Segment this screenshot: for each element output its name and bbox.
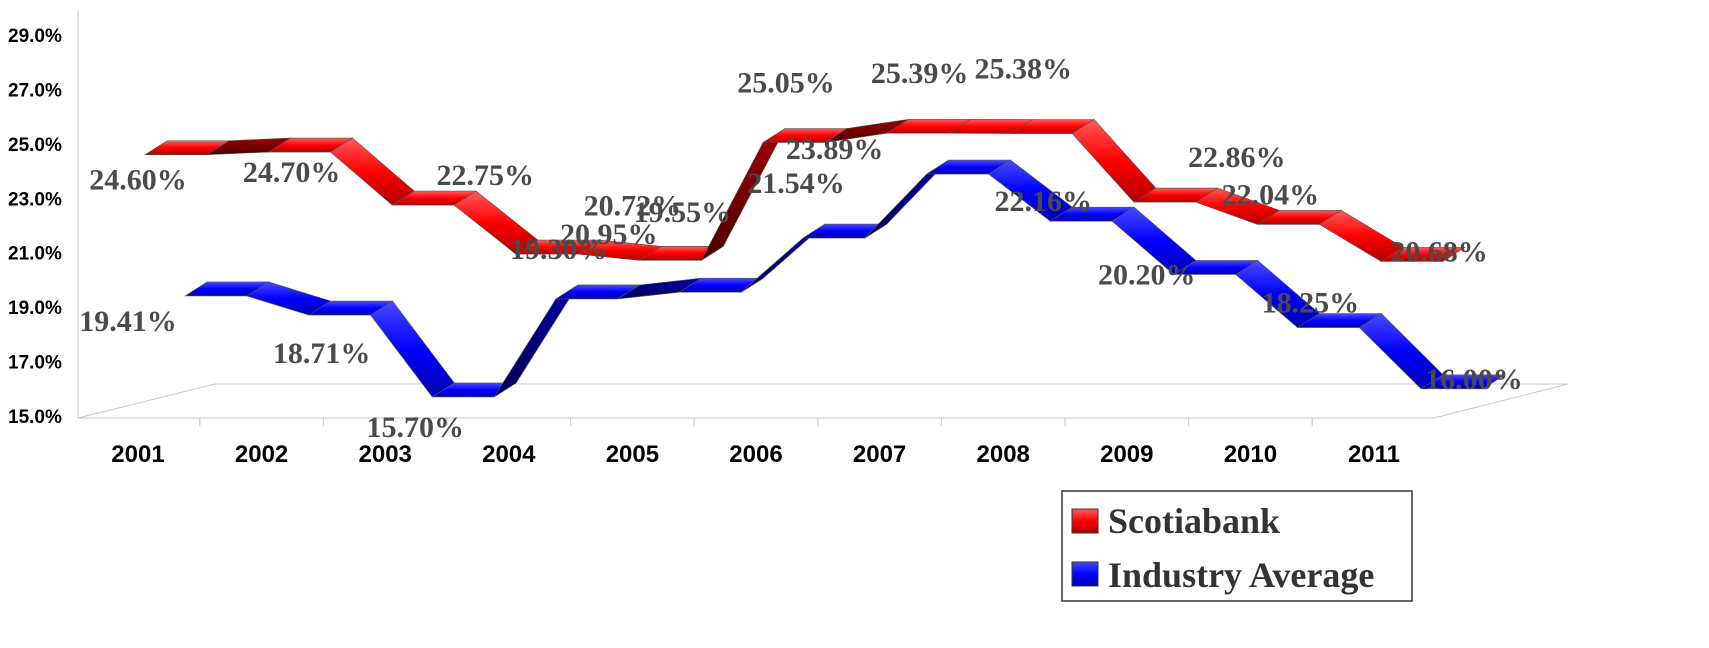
x-tick-label: 2002 [235, 441, 288, 468]
data-label-industry-average: 18.25% [1262, 287, 1360, 320]
x-tick-label: 2006 [729, 441, 782, 468]
x-tick-label: 2010 [1224, 441, 1277, 468]
data-label-industry-average: 19.55% [634, 196, 732, 229]
data-label-industry-average: 20.20% [1098, 258, 1196, 291]
data-label-scotiabank: 24.70% [243, 156, 341, 189]
chart-floor [77, 383, 1569, 419]
x-tick-label: 2003 [359, 441, 412, 468]
data-label-scotiabank: 20.72% [584, 189, 682, 222]
data-label-industry-average: 21.54% [747, 167, 845, 200]
ribbon-segment-industry-average [493, 284, 579, 398]
data-label-industry-average: 19.30% [510, 233, 608, 266]
data-label-industry-average: 15.70% [366, 411, 464, 444]
y-tick-label: 21.0% [8, 244, 62, 265]
y-tick-label: 15.0% [8, 407, 62, 428]
legend: Scotiabank Industry Average [1061, 490, 1413, 602]
y-axis-ticks: 15.0% 17.0% 19.0% 21.0% 23.0% 25.0% 27.0% 29.0% [8, 26, 62, 428]
x-tick-label: 2004 [482, 441, 536, 468]
ribbon-segment-scotiabank [329, 137, 415, 206]
y-tick-label: 29.0% [8, 26, 62, 47]
x-tick-label: 2011 [1348, 441, 1400, 468]
y-tick-label: 23.0% [8, 189, 62, 210]
legend-swatch-scotiabank [1071, 508, 1099, 534]
y-tick-label: 17.0% [8, 353, 62, 374]
data-label-scotiabank: 25.38% [974, 53, 1072, 86]
data-label-scotiabank: 22.04% [1222, 178, 1320, 211]
ribbon-segment-industry-average [1420, 374, 1506, 390]
data-label-industry-average: 18.71% [273, 337, 371, 370]
data-label-scotiabank: 24.60% [89, 164, 187, 197]
data-label-scotiabank: 25.05% [737, 66, 835, 99]
legend-label-scotiabank: Scotiabank [1108, 501, 1280, 541]
data-label-scotiabank: 25.39% [871, 57, 969, 90]
data-labels: 24.60% 24.70% 22.75% 20.95%20.72% 25.05% 25.3… [79, 53, 1523, 444]
x-tick-label: 2001 [111, 441, 164, 468]
data-label-industry-average: 19.41% [79, 305, 177, 338]
data-label-scotiabank: 20.68% [1390, 235, 1488, 268]
data-label-industry-average: 23.89% [786, 133, 884, 166]
series-ribbons [144, 118, 1506, 398]
data-label-industry-average: 16.00% [1425, 363, 1523, 396]
ribbon-segment-industry-average [370, 300, 455, 398]
data-label-industry-average: 22.16% [994, 185, 1092, 218]
legend-box [1061, 490, 1413, 602]
y-tick-label: 25.0% [8, 135, 62, 156]
legend-label-industry-average: Industry Average [1108, 555, 1374, 595]
legend-swatch-industry-average [1071, 561, 1099, 587]
data-label-scotiabank: 22.86% [1188, 141, 1286, 174]
x-tick-label: 2005 [606, 441, 659, 468]
data-label-scotiabank: 22.75% [436, 159, 534, 192]
data-label-scotiabank: 20.95% [560, 218, 658, 251]
x-axis-ticks: 2001 2002 2003 2004 2005 2006 2007 2008 2009 2010… [111, 418, 1400, 468]
y-tick-label: 27.0% [8, 80, 62, 101]
x-tick-label: 2008 [977, 441, 1030, 468]
y-tick-label: 19.0% [8, 298, 62, 319]
ribbon-segment-scotiabank [1380, 247, 1466, 262]
x-tick-label: 2007 [853, 441, 906, 468]
x-tick-label: 2009 [1100, 441, 1153, 468]
